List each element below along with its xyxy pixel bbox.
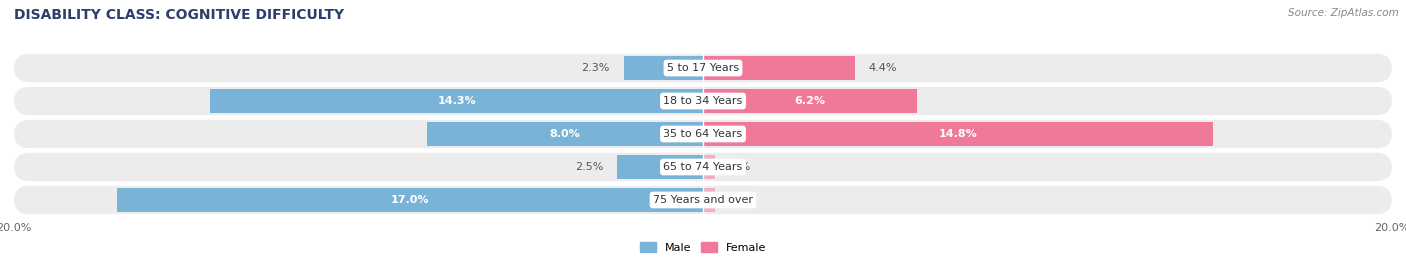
- Text: 5 to 17 Years: 5 to 17 Years: [666, 63, 740, 73]
- Bar: [117, 188, 703, 212]
- Text: 8.0%: 8.0%: [550, 129, 581, 139]
- Bar: [427, 122, 703, 146]
- Bar: [703, 89, 917, 113]
- Text: 17.0%: 17.0%: [391, 195, 429, 205]
- Text: DISABILITY CLASS: COGNITIVE DIFFICULTY: DISABILITY CLASS: COGNITIVE DIFFICULTY: [14, 8, 344, 22]
- Bar: [211, 89, 703, 113]
- Text: 0.0%: 0.0%: [721, 162, 751, 172]
- Bar: [703, 155, 716, 179]
- Text: 0.0%: 0.0%: [721, 195, 751, 205]
- Text: 18 to 34 Years: 18 to 34 Years: [664, 96, 742, 106]
- Bar: [624, 56, 703, 80]
- Text: 4.4%: 4.4%: [869, 63, 897, 73]
- FancyBboxPatch shape: [14, 153, 1392, 181]
- Text: 75 Years and over: 75 Years and over: [652, 195, 754, 205]
- Text: 14.8%: 14.8%: [939, 129, 977, 139]
- FancyBboxPatch shape: [14, 54, 1392, 82]
- Text: 2.3%: 2.3%: [582, 63, 610, 73]
- Bar: [703, 122, 1213, 146]
- Text: 35 to 64 Years: 35 to 64 Years: [664, 129, 742, 139]
- Text: 6.2%: 6.2%: [794, 96, 825, 106]
- Legend: Male, Female: Male, Female: [636, 237, 770, 257]
- Text: 65 to 74 Years: 65 to 74 Years: [664, 162, 742, 172]
- FancyBboxPatch shape: [14, 120, 1392, 148]
- Bar: [703, 56, 855, 80]
- Bar: [617, 155, 703, 179]
- Text: 14.3%: 14.3%: [437, 96, 477, 106]
- Text: Source: ZipAtlas.com: Source: ZipAtlas.com: [1288, 8, 1399, 18]
- Text: 2.5%: 2.5%: [575, 162, 603, 172]
- Bar: [703, 188, 716, 212]
- FancyBboxPatch shape: [14, 87, 1392, 115]
- FancyBboxPatch shape: [14, 186, 1392, 214]
